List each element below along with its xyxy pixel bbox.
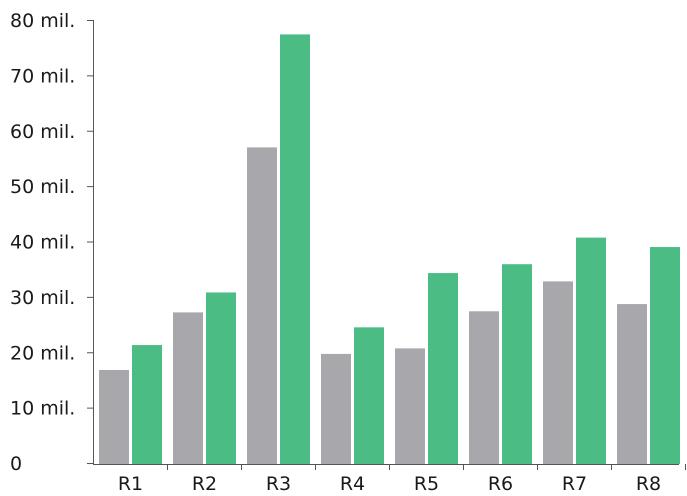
y-tick-label: 30 mil. [10,287,75,309]
x-tick-label-R2: R2 [192,473,217,495]
bar-R7-series-1 [543,281,573,464]
bar-R4-series-1 [321,353,351,464]
bar-R5-series-1 [395,348,425,464]
bar-R3-series-1 [247,147,277,465]
y-tick-label: 0 [10,453,22,475]
bar-R6-series-1 [469,311,499,464]
bar-R4-series-2 [354,327,384,464]
bar-R1-series-1 [99,369,129,464]
y-tick-label: 70 mil. [10,65,75,87]
x-tick-label-R4: R4 [340,473,365,495]
x-tick-label-R3: R3 [266,473,291,495]
bar-R2-series-1 [173,312,203,464]
bar-R3-series-2 [280,34,310,465]
y-tick-label: 20 mil. [10,342,75,364]
bar-R1-series-2 [132,345,162,464]
bars-group [99,34,680,465]
y-ticks-group: 0 10 mil. 20 mil. 30 mil. 40 mil. 50 mil. 60 m… [10,10,93,475]
y-tick-label: 50 mil. [10,176,75,198]
bar-R2-series-2 [206,292,236,464]
x-tick-label-R5: R5 [414,473,439,495]
x-tick-label-R8: R8 [636,473,661,495]
bar-R6-series-2 [502,264,532,464]
y-tick-label: 80 mil. [10,10,75,32]
x-tick-label-R1: R1 [118,473,143,495]
bar-R8-series-2 [650,247,680,464]
bar-R5-series-2 [428,273,458,464]
y-tick-label: 10 mil. [10,398,75,420]
x-ticks-group: R1 R2 R3 R4 R5 R6 R7 R8 [118,464,686,495]
y-tick-label: 60 mil. [10,121,75,143]
bar-R8-series-1 [617,304,647,464]
axes-group [93,20,679,465]
x-tick-label-R7: R7 [562,473,587,495]
bar-R7-series-2 [576,237,606,464]
x-tick-label-R6: R6 [488,473,513,495]
y-tick-label: 40 mil. [10,232,75,254]
